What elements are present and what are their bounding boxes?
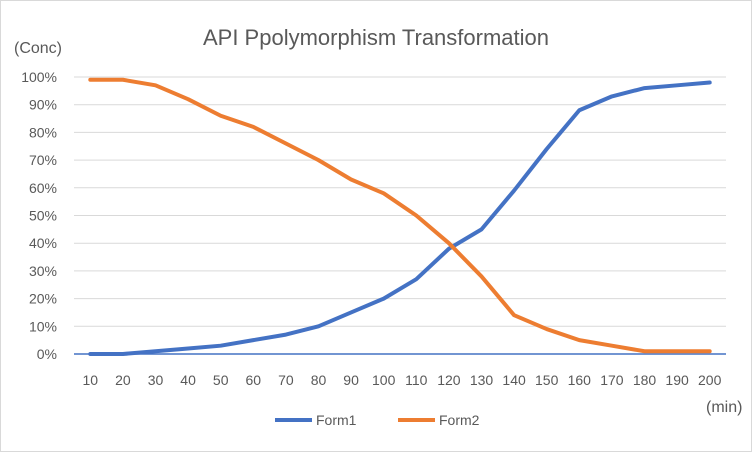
x-tick-label: 60 [246, 372, 262, 388]
x-tick-label: 70 [278, 372, 294, 388]
x-tick-label: 110 [405, 372, 428, 388]
y-tick-label: 20% [29, 291, 57, 307]
x-tick-label: 120 [437, 372, 461, 388]
x-tick-label: 200 [698, 372, 722, 388]
y-tick-label: 40% [29, 235, 57, 251]
x-tick-label: 160 [568, 372, 592, 388]
x-tick-label: 40 [180, 372, 196, 388]
y-tick-label: 100% [21, 69, 57, 85]
x-tick-label: 10 [83, 372, 99, 388]
legend-label-form1: Form1 [316, 412, 357, 428]
x-tick-label: 180 [633, 372, 657, 388]
x-axis-label: (min) [706, 399, 742, 416]
y-tick-label: 10% [29, 318, 57, 334]
x-tick-label: 30 [148, 372, 164, 388]
x-tick-label: 20 [115, 372, 131, 388]
y-tick-label: 60% [29, 180, 57, 196]
y-tick-label: 0% [37, 346, 57, 362]
y-tick-label: 30% [29, 263, 57, 279]
x-tick-label: 150 [535, 372, 559, 388]
x-tick-label: 140 [502, 372, 526, 388]
y-tick-label: 50% [29, 208, 57, 224]
x-tick-label: 90 [343, 372, 359, 388]
y-axis-label: (Conc) [14, 40, 62, 57]
x-tick-label: 170 [600, 372, 624, 388]
chart-title: API Ppolymorphism Transformation [203, 25, 549, 50]
x-tick-label: 130 [470, 372, 494, 388]
x-tick-label: 50 [213, 372, 229, 388]
x-tick-label: 190 [665, 372, 689, 388]
series-line-form1 [88, 80, 712, 356]
y-tick-label: 80% [29, 124, 57, 140]
legend-label-form2: Form2 [439, 412, 480, 428]
x-tick-label: 80 [311, 372, 327, 388]
x-tick-label: 100 [372, 372, 396, 388]
y-tick-label: 70% [29, 152, 57, 168]
series-line-form2 [88, 77, 712, 354]
y-tick-label: 90% [29, 97, 57, 113]
